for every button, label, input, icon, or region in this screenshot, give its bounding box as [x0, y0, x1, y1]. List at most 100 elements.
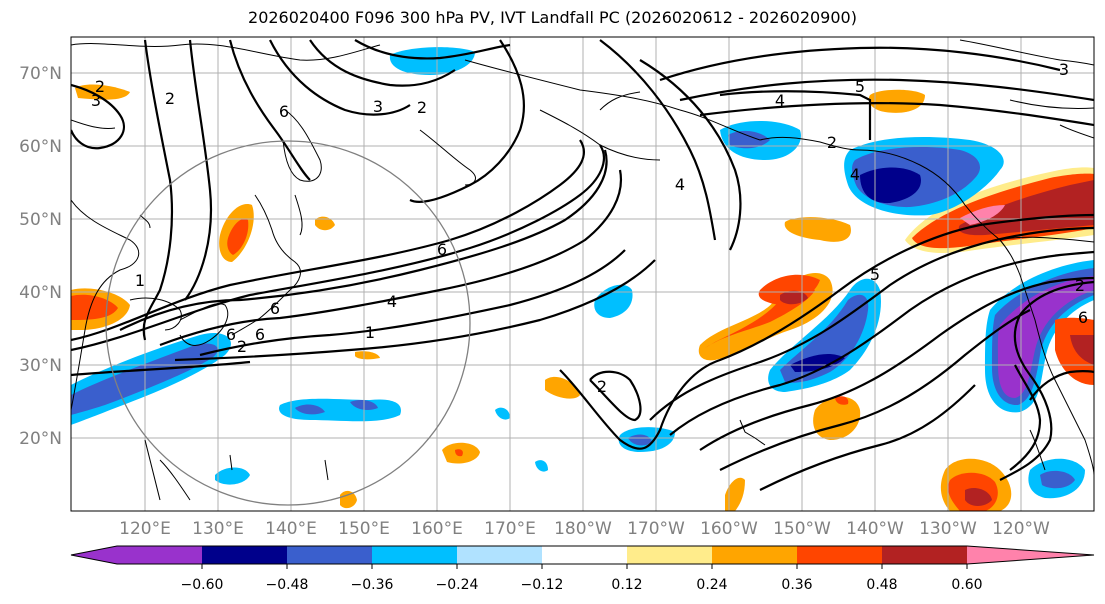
colorbar-tick-label: 0.12 [611, 577, 642, 593]
ivt-positive-region [455, 449, 463, 457]
colorbar-segment [797, 546, 883, 564]
lon-label: 170°E [484, 519, 536, 539]
ivt-positive-region [1070, 335, 1094, 365]
colorbar-segment [712, 546, 798, 564]
contour-label: 4 [387, 292, 397, 311]
ivt-positive-region [835, 396, 849, 405]
contour-label: 4 [850, 165, 860, 184]
lon-label: 160°W [700, 519, 758, 539]
contour-label: 6 [255, 325, 265, 344]
lon-label: 130°E [192, 519, 244, 539]
lon-label: 170°W [627, 519, 685, 539]
colorbar-segment [117, 546, 203, 564]
colorbar-outline [70, 545, 1095, 565]
landfall-circle [105, 140, 471, 506]
contour-label: 2 [165, 89, 175, 108]
graticule [71, 37, 1094, 511]
contour-label: 2 [95, 77, 105, 96]
colorbar-segment [457, 546, 543, 564]
contour-labels: 2 3 2 3 2 6 3 2 6 4 5 6 4 2 6 4 1 2 4 5 … [91, 60, 1088, 396]
colorbar-segment [202, 546, 288, 564]
lon-label: 120°W [992, 519, 1050, 539]
lat-label: 70°N [19, 64, 62, 84]
contour-label: 1 [135, 271, 145, 290]
colorbar-tick-label: −0.48 [266, 577, 309, 593]
ivt-positive-region [780, 290, 808, 305]
contour-label: 3 [91, 91, 101, 110]
lon-label: 150°W [773, 519, 831, 539]
colorbar-segment [287, 546, 373, 564]
ivt-negative-region [790, 354, 845, 372]
pv-contours [71, 39, 1094, 491]
lon-label: 180°W [554, 519, 612, 539]
ivt-negative-region [728, 130, 770, 149]
ivt-positive-region [958, 180, 1094, 236]
lon-label: 150°E [338, 519, 390, 539]
lon-label: 140°W [846, 519, 904, 539]
contour-label: 4 [775, 91, 785, 110]
ivt-negative-region [71, 343, 218, 415]
contour-label: 2 [417, 98, 427, 117]
ivt-positive-region [965, 488, 992, 506]
contour-label: 6 [437, 240, 447, 259]
lon-label: 130°W [919, 519, 977, 539]
colorbar-tick-label: −0.36 [351, 577, 394, 593]
contour-label: 4 [675, 175, 685, 194]
lon-label: 140°E [265, 519, 317, 539]
colorbar-tick-label: 0.36 [781, 577, 812, 593]
ivt-negative-region [495, 407, 510, 420]
colorbar-segment [372, 546, 458, 564]
colorbar-tick-label: −0.24 [436, 577, 479, 593]
colorbar-tick-label: 0.24 [696, 577, 727, 593]
contour-label: 6 [270, 299, 280, 318]
lat-label: 20°N [19, 429, 62, 449]
map-title: 2026020400 F096 300 hPa PV, IVT Landfall… [248, 8, 857, 27]
contour-label: 3 [373, 97, 383, 116]
ivt-positive-region [784, 217, 851, 242]
ivt-negative-region [295, 404, 325, 415]
ivt-positive-region [340, 490, 357, 509]
ivt-negative-region [1040, 470, 1075, 489]
ivt-positive-region [725, 477, 745, 511]
contour-label: 2 [1075, 276, 1085, 295]
ivt-positive-region [1055, 317, 1094, 385]
contour-label: 2 [827, 133, 837, 152]
colorbar-tick-label: −0.60 [181, 577, 224, 593]
colorbar-tick-label: −0.12 [521, 577, 564, 593]
ivt-negative-region [628, 434, 652, 446]
contour-label: 6 [1078, 308, 1088, 327]
colorbar-extend-right [967, 546, 1094, 564]
lon-label: 160°E [411, 519, 463, 539]
ivt-negative-region [215, 467, 250, 485]
lat-label: 50°N [19, 210, 62, 230]
lat-label: 60°N [19, 137, 62, 157]
colorbar-segment [542, 546, 628, 564]
contour-label: 1 [365, 323, 375, 342]
ivt-negative-region [594, 284, 633, 318]
lat-label: 30°N [19, 356, 62, 376]
contour-label: 2 [597, 377, 607, 396]
longitude-labels: 120°E 130°E 140°E 150°E 160°E 170°E 180°… [119, 519, 1050, 539]
ivt-positive-region [227, 218, 249, 255]
ivt-positive-region [75, 84, 130, 100]
ivt-shading [71, 47, 1094, 511]
ivt-negative-region [389, 47, 475, 75]
ivt-positive-region [868, 89, 925, 113]
colorbar: −0.60 −0.48 −0.36 −0.24 −0.12 0.12 0.24 … [70, 545, 1095, 593]
contour-label: 5 [870, 265, 880, 284]
contour-label: 5 [855, 77, 865, 96]
ivt-negative-region [535, 460, 548, 472]
ivt-positive-region [960, 205, 1005, 225]
latitude-labels: 70°N 60°N 50°N 40°N 30°N 20°N [19, 64, 62, 449]
colorbar-tick-label: 0.60 [951, 577, 982, 593]
colorbar-extend-left [71, 546, 117, 564]
ivt-positive-region [355, 351, 380, 360]
lat-label: 40°N [19, 283, 62, 303]
ivt-positive-region [315, 216, 335, 231]
colorbar-tick-label: 0.48 [866, 577, 897, 593]
ivt-positive-region [545, 376, 580, 399]
lon-label: 120°E [119, 519, 171, 539]
map-frame [70, 36, 1095, 512]
contour-label: 6 [226, 325, 236, 344]
